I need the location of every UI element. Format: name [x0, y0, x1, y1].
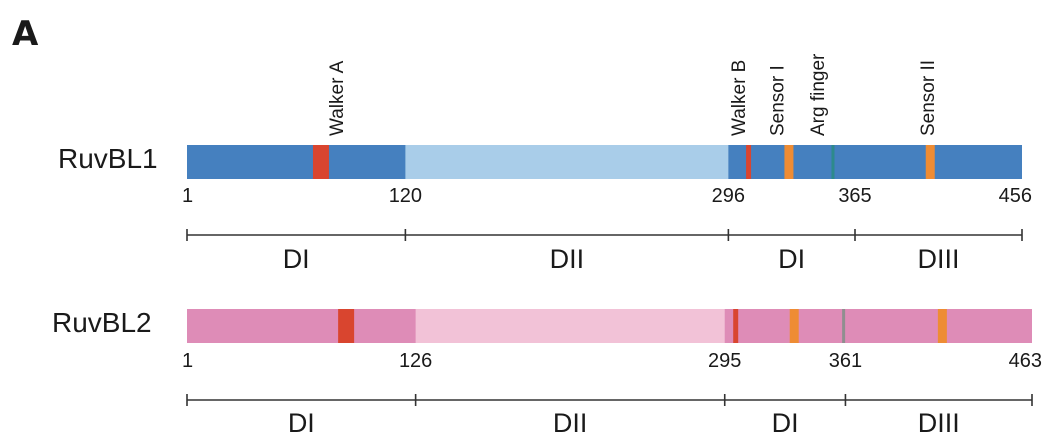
- ruvbl1-domain-label: DIII: [917, 244, 959, 274]
- ruvbl2-domain-label: DI: [288, 408, 315, 438]
- ruvbl1-motif-walker: [746, 145, 752, 179]
- motif-label: Arg finger: [808, 53, 829, 136]
- ruvbl1-domain-label: DII: [550, 244, 585, 274]
- ruvbl1-motif-walker: [312, 145, 329, 179]
- ruvbl1-tick-label: 296: [712, 185, 745, 207]
- protein-name-ruvbl2: RuvBL2: [52, 307, 152, 338]
- motif-label: Walker B: [729, 60, 750, 136]
- motif-label: Walker A: [327, 60, 348, 136]
- ruvbl1-tick-label: 456: [999, 185, 1032, 207]
- ruvbl2-domain-label: DI: [772, 408, 799, 438]
- panel-label: A: [12, 14, 39, 54]
- ruvbl2-motif-sensor: [789, 309, 799, 343]
- ruvbl2-motif-sensor: [937, 309, 947, 343]
- ruvbl1-motif-arg-finger-1: [831, 145, 835, 179]
- ruvbl1-motif-sensor: [784, 145, 794, 179]
- ruvbl1-domain-label: DI: [283, 244, 310, 274]
- ruvbl1-dii-region: [405, 145, 729, 179]
- ruvbl2-tick-label: 1: [182, 350, 193, 372]
- ruvbl2-tick-label: 295: [708, 350, 741, 372]
- ruvbl2-tick-label: 361: [829, 350, 862, 372]
- ruvbl1-domain-label: DI: [778, 244, 805, 274]
- ruvbl2-motif-arg-finger-2: [842, 309, 846, 343]
- ruvbl2-domain-label: DIII: [918, 408, 960, 438]
- ruvbl1-tick-label: 365: [838, 185, 871, 207]
- ruvbl2-tick-label: 126: [399, 350, 432, 372]
- protein-name-ruvbl1: RuvBL1: [58, 143, 158, 174]
- ruvbl1-motif-sensor: [925, 145, 935, 179]
- ruvbl1-tick-label: 1: [182, 185, 193, 207]
- motif-label: Sensor I: [767, 65, 788, 136]
- ruvbl2-tick-label: 463: [1009, 350, 1042, 372]
- ruvbl2-dii-region: [415, 309, 725, 343]
- ruvbl2-domain-label: DII: [553, 408, 588, 438]
- motif-label: Sensor II: [918, 60, 939, 136]
- ruvbl1-tick-label: 120: [389, 185, 422, 207]
- ruvbl2-motif-walker: [338, 309, 355, 343]
- ruvbl2-motif-walker: [733, 309, 739, 343]
